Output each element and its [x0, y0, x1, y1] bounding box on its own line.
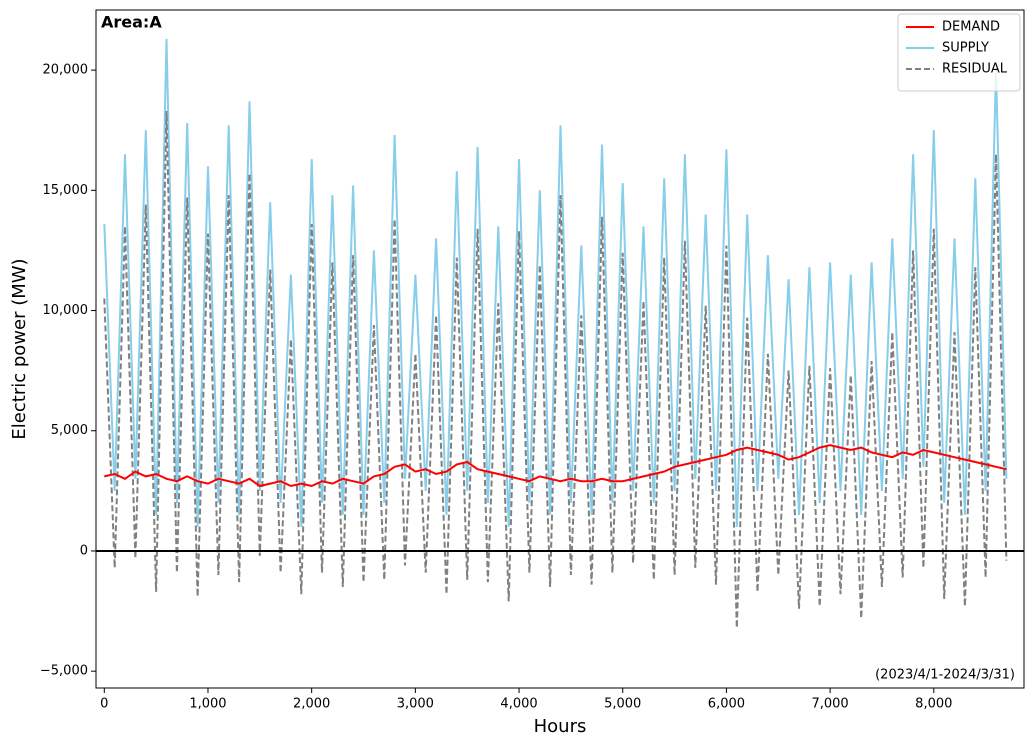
x-tick-label: 2,000: [293, 697, 330, 712]
y-tick-label: 10,000: [43, 303, 89, 318]
area-annotation: Area:A: [101, 13, 162, 32]
plot-frame: [95, 9, 1025, 689]
series-line: [103, 38, 1008, 527]
legend-label: SUPPLY: [942, 41, 989, 56]
x-tick-label: 6,000: [708, 697, 745, 712]
x-tick-label: 4,000: [500, 697, 537, 712]
y-tick-label: 0: [80, 543, 88, 558]
x-tick-label: 8,000: [915, 697, 952, 712]
plot-area: [103, 38, 1008, 628]
series-line: [104, 444, 1007, 488]
x-tick-label: 3,000: [397, 697, 434, 712]
legend-label: RESIDUAL: [942, 62, 1008, 77]
y-tick-label: 20,000: [43, 63, 89, 78]
y-tick-label: −5,000: [40, 664, 88, 679]
x-tick-label: 5,000: [604, 697, 641, 712]
series-line: [103, 110, 1008, 628]
x-axis-title: Hours: [534, 716, 587, 737]
legend-box: [897, 13, 1021, 92]
x-tick-label: 0: [100, 697, 108, 712]
y-axis-title: Electric power (MW): [9, 258, 30, 439]
period-annotation: (2023/4/1-2024/3/31): [875, 668, 1015, 683]
legend-label: DEMAND: [942, 20, 1000, 35]
y-tick-label: 15,000: [43, 183, 89, 198]
y-tick-label: 5,000: [51, 423, 88, 438]
x-tick-label: 1,000: [189, 697, 226, 712]
x-tick-label: 7,000: [811, 697, 848, 712]
